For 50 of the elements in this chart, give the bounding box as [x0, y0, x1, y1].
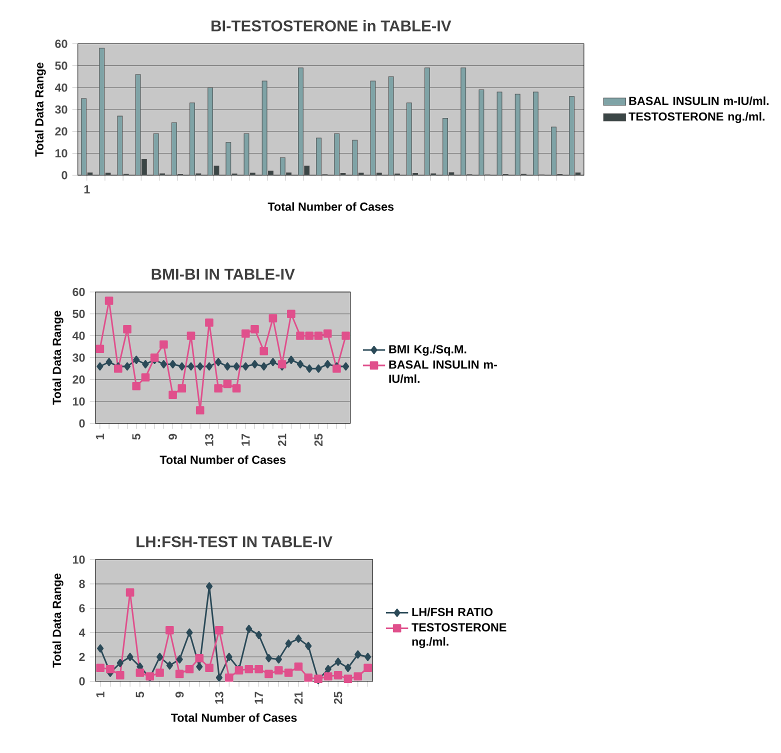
- y-tick-label: 10: [73, 397, 85, 406]
- chart-title: BMI-BI IN TABLE-IV: [152, 268, 295, 280]
- x-tick-label: 17: [254, 692, 263, 704]
- y-tick-label: 30: [72, 353, 85, 362]
- x-tick-label: 21: [294, 692, 303, 704]
- x-tick-label: 13: [215, 692, 224, 704]
- legend-label: TESTOSTERONE ng./ml.: [412, 623, 506, 648]
- x-tick-label: 5: [132, 434, 140, 440]
- y-tick-label: 50: [55, 61, 68, 70]
- legend-label: BASAL INSULIN m-IU/ml.: [389, 360, 497, 383]
- x-tick-label: 1: [84, 185, 90, 194]
- x-tick-label: 25: [314, 434, 323, 446]
- legend-label: BMI Kg./Sq.M.: [389, 344, 466, 356]
- y-tick-label: 40: [72, 332, 85, 340]
- y-tick-label: 60: [55, 40, 68, 48]
- y-axis-title: Total Data Range: [34, 62, 46, 157]
- y-tick-label: 8: [79, 580, 85, 588]
- y-tick-label: 30: [55, 105, 68, 114]
- y-tick-label: 0: [79, 676, 85, 686]
- x-tick-label: 17: [242, 434, 250, 446]
- y-tick-label: 40: [54, 83, 68, 92]
- x-tick-label: 13: [205, 434, 214, 446]
- y-tick-label: 0: [79, 419, 85, 428]
- y-tick-label: 10: [73, 555, 85, 564]
- chart-title: LH:FSH-TEST IN TABLE-IV: [136, 536, 332, 548]
- legend-label: BASAL INSULIN m-IU/ml.: [629, 96, 769, 106]
- y-axis-title: Total Data Range: [52, 310, 64, 405]
- x-tick-label: 9: [168, 434, 177, 440]
- chart-title: BI-TESTOSTERONE in TABLE-IV: [212, 20, 452, 32]
- x-tick-label: 5: [136, 692, 144, 698]
- x-tick-label: 9: [175, 692, 184, 698]
- y-tick-label: 20: [55, 127, 68, 136]
- legend-label: LH/FSH RATIO: [412, 607, 493, 616]
- y-tick-label: 10: [55, 149, 68, 158]
- y-axis-title: Total Data Range: [52, 573, 64, 668]
- x-tick-label: 21: [278, 434, 286, 446]
- y-tick-label: 60: [72, 288, 85, 296]
- x-axis-title: Total Number of Cases: [268, 202, 394, 211]
- y-tick-label: 2: [79, 652, 85, 661]
- y-tick-label: 50: [72, 310, 85, 318]
- y-tick-label: 6: [79, 604, 85, 612]
- x-axis-title: Total Number of Cases: [160, 455, 286, 464]
- y-tick-label: 20: [72, 375, 85, 384]
- y-tick-label: 4: [78, 628, 86, 636]
- x-tick-label: 1: [96, 692, 104, 698]
- x-axis-title: Total Number of Cases: [171, 713, 297, 722]
- legend-label: TESTOSTERONE ng./ml.: [628, 112, 764, 123]
- x-tick-label: 25: [334, 692, 342, 704]
- y-tick-label: 0: [62, 170, 68, 180]
- x-tick-label: 1: [96, 434, 104, 440]
